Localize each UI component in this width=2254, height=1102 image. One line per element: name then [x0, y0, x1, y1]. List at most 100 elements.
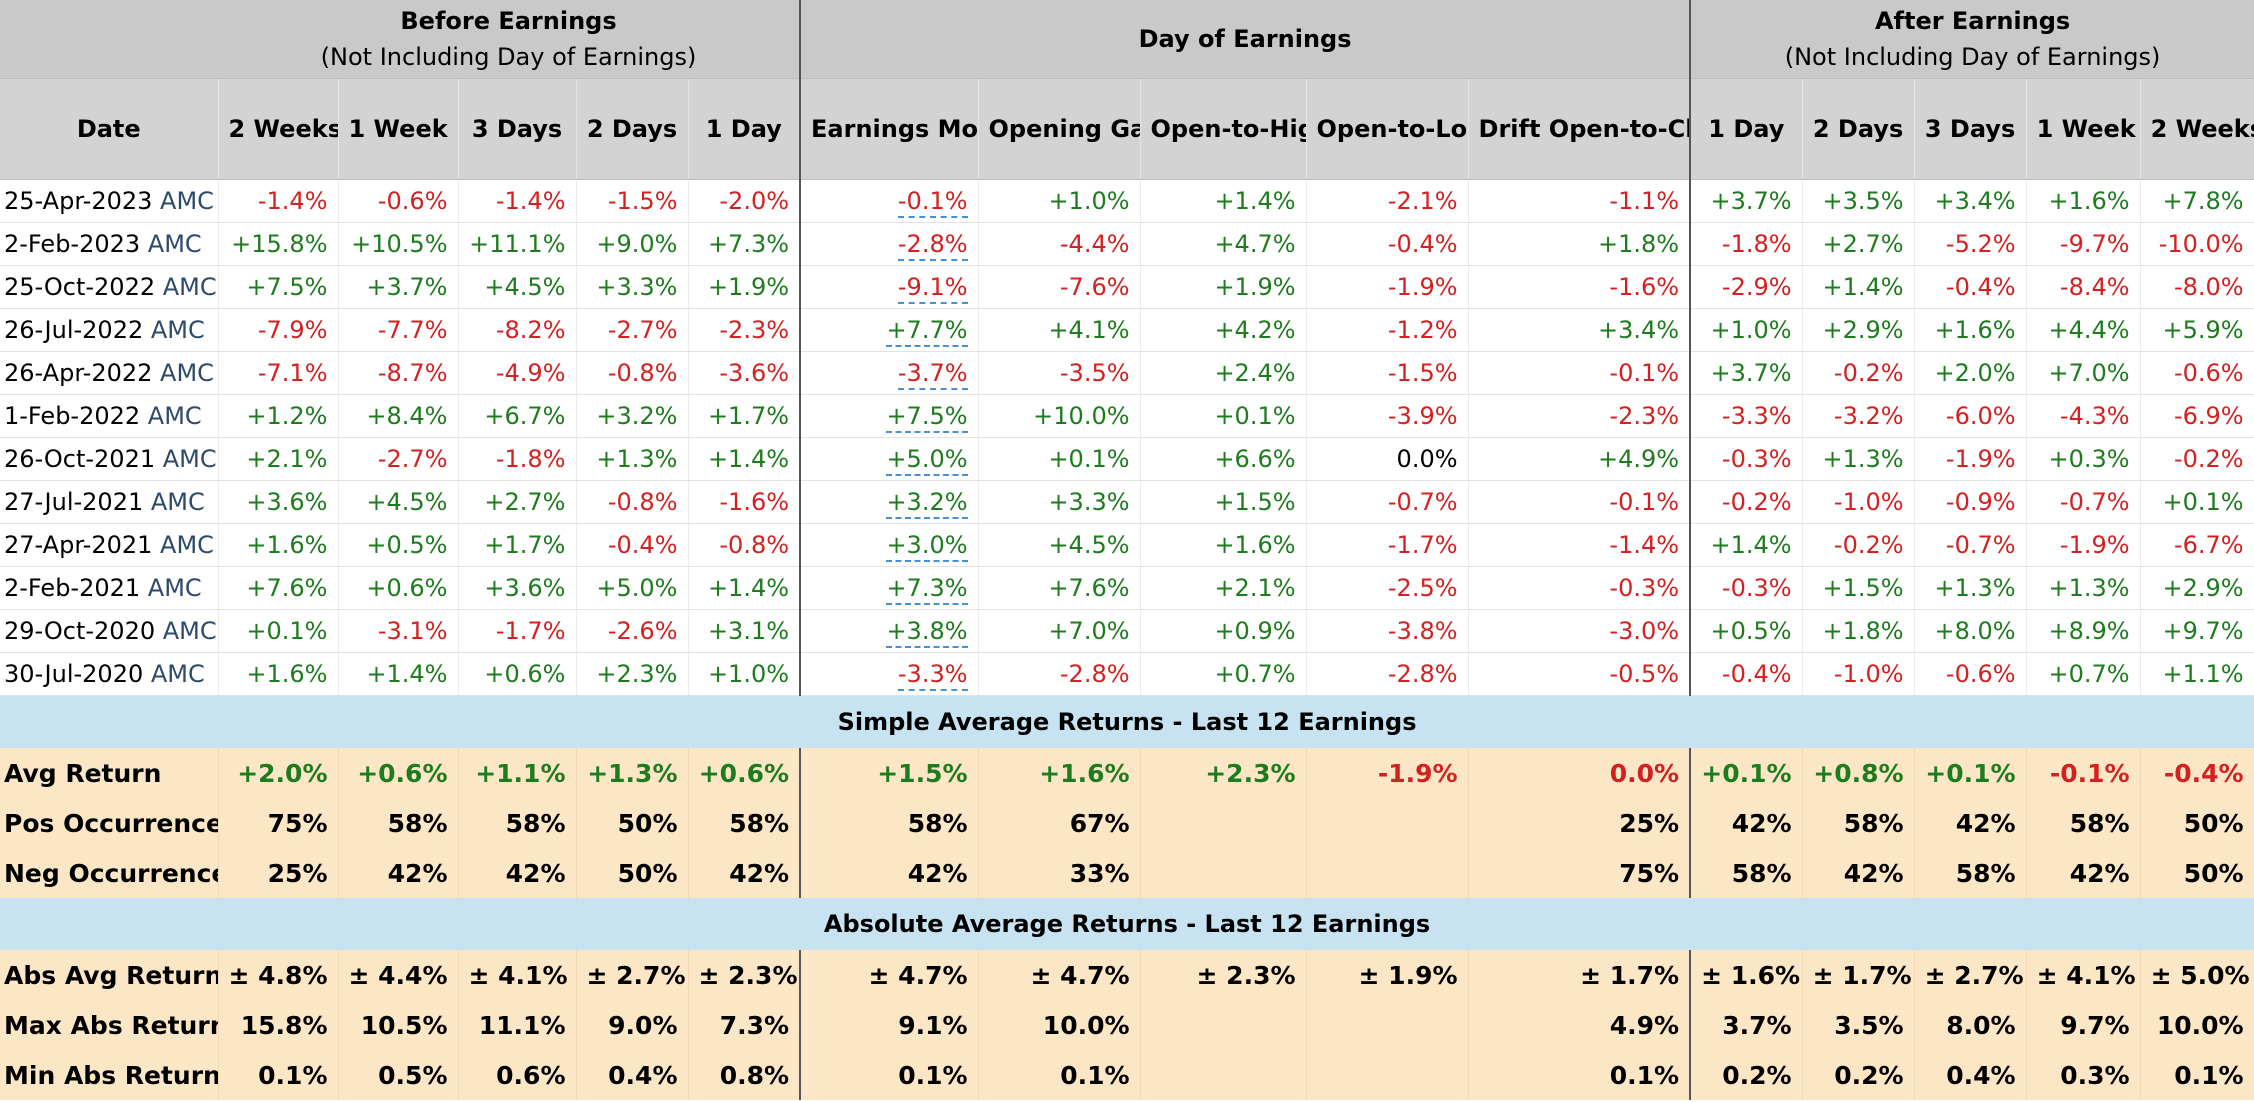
simple-average-section-title: Simple Average Returns - Last 12 Earning…	[0, 695, 2254, 748]
date-text: 25-Apr-2023	[4, 187, 161, 215]
cell-after-0: +3.7%	[1689, 351, 1803, 395]
cell-day-1: +4.1%	[978, 308, 1141, 352]
stat-value: 42%	[1689, 798, 1803, 848]
stat-value: 50%	[576, 848, 689, 898]
cell-day-0[interactable]: -2.8%	[799, 222, 979, 266]
cell-before-2: -8.2%	[458, 308, 577, 352]
cell-day-0[interactable]: +5.0%	[799, 437, 979, 481]
earnings-move-link[interactable]: +3.2%	[886, 488, 968, 519]
stat-value: 58%	[799, 798, 979, 848]
column-header-after-4: 2 Weeks	[2140, 78, 2254, 180]
stat-label: Min Abs Return	[0, 1050, 219, 1100]
stat-value	[1140, 1000, 1307, 1050]
stat-value: 0.1%	[2140, 1050, 2254, 1100]
date-text: 1-Feb-2022	[4, 402, 148, 430]
timing-label: AMC	[162, 445, 217, 473]
cell-day-0[interactable]: +7.7%	[799, 308, 979, 352]
stat-value: 42%	[1914, 798, 2027, 848]
group-header-blank	[0, 0, 218, 79]
cell-after-0: +0.5%	[1689, 609, 1803, 653]
stat-row: Avg Return +2.0% +0.6% +1.1% +1.3% +0.6% +1.5%…	[0, 748, 2254, 798]
cell-after-0: -0.3%	[1689, 566, 1803, 610]
earnings-move-link[interactable]: +7.7%	[886, 316, 968, 347]
earnings-move-link[interactable]: +5.0%	[886, 445, 968, 476]
cell-after-1: +2.7%	[1802, 222, 1915, 266]
cell-day-0[interactable]: +3.2%	[799, 480, 979, 524]
earnings-move-link[interactable]: +7.3%	[886, 574, 968, 605]
stat-value: 11.1%	[458, 1000, 577, 1050]
cell-after-1: +1.5%	[1802, 566, 1915, 610]
earnings-move-link[interactable]: +3.8%	[886, 617, 968, 648]
stat-value	[1306, 1000, 1469, 1050]
stat-row: Max Abs Return 15.8% 10.5% 11.1% 9.0% 7.3% 9.1…	[0, 1000, 2254, 1050]
cell-day-0[interactable]: -3.3%	[799, 652, 979, 696]
earnings-move-link[interactable]: -3.7%	[897, 359, 968, 390]
date-cell: 26-Jul-2022 AMC	[0, 308, 219, 352]
cell-day-1: -7.6%	[978, 265, 1141, 309]
cell-day-0[interactable]: -0.1%	[799, 179, 979, 223]
stat-row: Abs Avg Return ± 4.8% ± 4.4% ± 4.1% ± 2.7% ± …	[0, 950, 2254, 1000]
cell-before-4: +1.9%	[688, 265, 801, 309]
stat-value: 67%	[978, 798, 1141, 848]
column-header-date: Date	[0, 78, 219, 180]
stat-value: 58%	[688, 798, 801, 848]
earnings-move-link[interactable]: -9.1%	[897, 273, 968, 304]
cell-after-4: +2.9%	[2140, 566, 2254, 610]
timing-label: AMC	[147, 402, 202, 430]
date-cell: 27-Apr-2021 AMC	[0, 523, 219, 567]
stat-value: 4.9%	[1468, 1000, 1691, 1050]
cell-day-4: +4.9%	[1468, 437, 1691, 481]
cell-before-3: +9.0%	[576, 222, 689, 266]
earnings-move-link[interactable]: -2.8%	[897, 230, 968, 261]
timing-label: AMC	[162, 617, 217, 645]
cell-day-2: +1.5%	[1140, 480, 1307, 524]
date-cell: 25-Oct-2022 AMC	[0, 265, 219, 309]
stat-value: +0.1%	[1914, 748, 2027, 798]
cell-before-2: -1.7%	[458, 609, 577, 653]
cell-after-0: +1.0%	[1689, 308, 1803, 352]
cell-after-1: -0.2%	[1802, 351, 1915, 395]
table-row: 27-Apr-2021 AMC +1.6% +0.5% +1.7% -0.4% -0.8%…	[0, 523, 2254, 567]
stat-value: 0.4%	[1914, 1050, 2027, 1100]
stat-value: 0.1%	[978, 1050, 1141, 1100]
cell-day-2: +0.7%	[1140, 652, 1307, 696]
cell-before-4: +7.3%	[688, 222, 801, 266]
column-header-day-0: Earnings Move	[799, 78, 979, 180]
date-text: 26-Jul-2022	[4, 316, 151, 344]
cell-day-0[interactable]: -9.1%	[799, 265, 979, 309]
table-row: 1-Feb-2022 AMC +1.2% +8.4% +6.7% +3.2% +1.7% +…	[0, 394, 2254, 438]
stat-value: 75%	[218, 798, 339, 848]
cell-after-3: +4.4%	[2026, 308, 2141, 352]
cell-before-0: +1.2%	[218, 394, 339, 438]
cell-after-4: +5.9%	[2140, 308, 2254, 352]
cell-day-0[interactable]: +3.0%	[799, 523, 979, 567]
cell-after-0: -0.3%	[1689, 437, 1803, 481]
stat-value: 58%	[2026, 798, 2141, 848]
cell-day-0[interactable]: +3.8%	[799, 609, 979, 653]
cell-before-3: -0.4%	[576, 523, 689, 567]
cell-day-3: -1.2%	[1306, 308, 1469, 352]
earnings-move-link[interactable]: +3.0%	[886, 531, 968, 562]
group-before-title: Before Earnings	[400, 7, 617, 35]
earnings-move-link[interactable]: -0.1%	[897, 187, 968, 218]
stat-value: +2.3%	[1140, 748, 1307, 798]
stat-value: 7.3%	[688, 1000, 801, 1050]
cell-day-1: -2.8%	[978, 652, 1141, 696]
stat-value: ± 4.1%	[458, 950, 577, 1000]
stat-value: +2.0%	[218, 748, 339, 798]
cell-day-0[interactable]: -3.7%	[799, 351, 979, 395]
cell-after-3: -9.7%	[2026, 222, 2141, 266]
table-row: 30-Jul-2020 AMC +1.6% +1.4% +0.6% +2.3% +1.0%…	[0, 652, 2254, 696]
timing-label: AMC	[160, 359, 214, 387]
cell-after-1: +1.3%	[1802, 437, 1915, 481]
group-header-row: Before Earnings (Not Including Day of Ea…	[0, 0, 2254, 79]
earnings-move-link[interactable]: +7.5%	[886, 402, 968, 433]
stat-value: 42%	[688, 848, 801, 898]
timing-label: AMC	[160, 531, 214, 559]
cell-after-4: -6.9%	[2140, 394, 2254, 438]
cell-day-0[interactable]: +7.3%	[799, 566, 979, 610]
earnings-move-link[interactable]: -3.3%	[897, 660, 968, 691]
cell-day-0[interactable]: +7.5%	[799, 394, 979, 438]
stat-value: ± 4.7%	[978, 950, 1141, 1000]
column-header-day-4: Drift Open-to-Close	[1468, 78, 1691, 180]
